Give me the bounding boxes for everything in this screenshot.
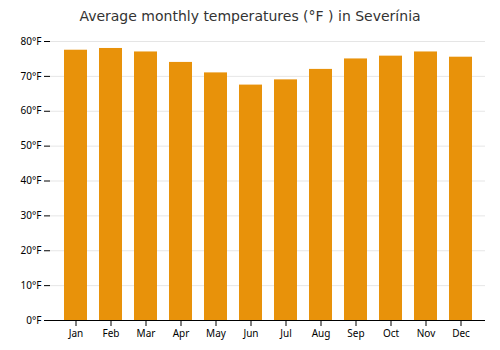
svg-text:Nov: Nov	[417, 326, 436, 340]
svg-text:Feb: Feb	[103, 326, 120, 340]
svg-text:Sep: Sep	[347, 326, 364, 340]
svg-text:60°F: 60°F	[21, 103, 42, 117]
svg-text:30°F: 30°F	[21, 208, 42, 222]
svg-text:80°F: 80°F	[21, 34, 42, 48]
svg-text:May: May	[206, 326, 227, 340]
svg-text:0°F: 0°F	[26, 313, 41, 327]
svg-text:Jun: Jun	[242, 326, 258, 340]
svg-text:40°F: 40°F	[21, 173, 42, 187]
svg-text:70°F: 70°F	[21, 69, 42, 83]
svg-text:50°F: 50°F	[21, 138, 42, 152]
html-text:Average monthly temperatures (: Average monthly temperatures (°F ) in Se…	[79, 8, 421, 24]
svg-text:Dec: Dec	[452, 326, 470, 340]
svg-text:Oct: Oct	[383, 326, 400, 340]
svg-text:Aug: Aug	[312, 326, 331, 340]
svg-text:10°F: 10°F	[21, 278, 42, 292]
svg-text:20°F: 20°F	[21, 243, 42, 257]
svg-text:Mar: Mar	[137, 326, 156, 340]
svg-text:Apr: Apr	[173, 326, 190, 340]
svg-text:Jan: Jan	[68, 326, 84, 340]
svg-text:Jul: Jul	[279, 326, 292, 340]
